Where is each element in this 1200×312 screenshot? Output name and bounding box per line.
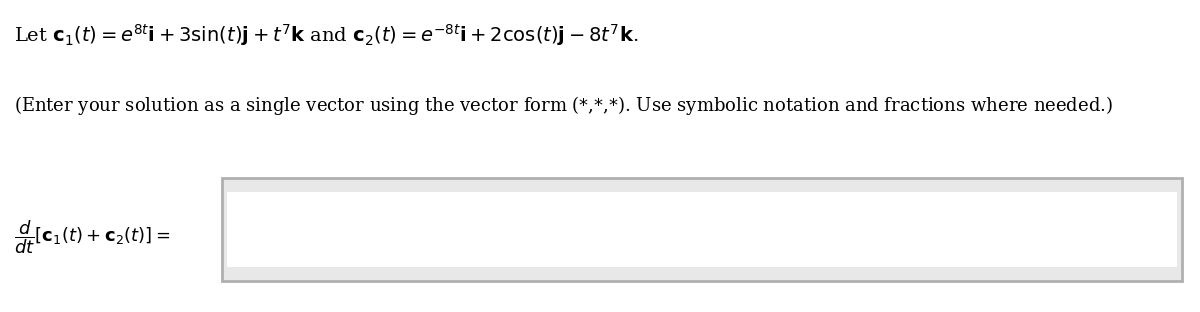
Text: $\dfrac{d}{dt}[\mathbf{c}_1(t) + \mathbf{c}_2(t)] =$: $\dfrac{d}{dt}[\mathbf{c}_1(t) + \mathbf… [14,218,170,256]
FancyBboxPatch shape [222,178,1182,281]
Text: Let $\mathbf{c}_1(t) = e^{8t}\mathbf{i} + 3\sin(t)\mathbf{j} + t^7\mathbf{k}$ an: Let $\mathbf{c}_1(t) = e^{8t}\mathbf{i} … [14,22,638,48]
Text: (Enter your solution as a single vector using the vector form ($*$,$*$,$*$). Use: (Enter your solution as a single vector … [14,94,1114,117]
FancyBboxPatch shape [227,192,1177,267]
